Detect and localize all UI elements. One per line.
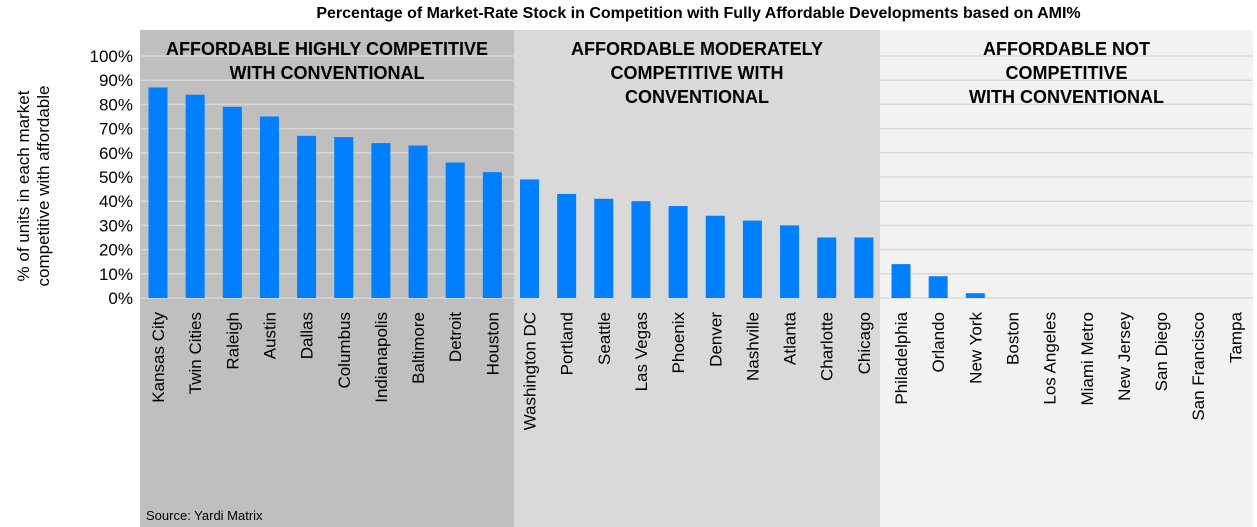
y-tick-label: 20% xyxy=(99,241,133,260)
x-tick-label: Boston xyxy=(1003,312,1022,365)
y-tick-label: 80% xyxy=(99,95,133,114)
x-tick-label: Atlanta xyxy=(781,311,800,364)
y-tick-label: 30% xyxy=(99,216,133,235)
y-tick-label: 40% xyxy=(99,192,133,211)
x-tick-label: Portland xyxy=(558,312,577,375)
x-tick-label: Dallas xyxy=(298,312,317,359)
bar xyxy=(520,179,539,298)
bar xyxy=(891,264,911,298)
x-tick-label: Seattle xyxy=(595,312,614,365)
bar xyxy=(371,143,391,298)
region-label: AFFORDABLE NOT xyxy=(983,39,1150,59)
bar xyxy=(445,162,465,298)
x-tick-label: Philadelphia xyxy=(892,311,911,404)
region-label: CONVENTIONAL xyxy=(625,87,769,107)
region-label: COMPETITIVE WITH xyxy=(611,63,784,83)
x-tick-label: Orlando xyxy=(929,312,948,372)
x-tick-label: New York xyxy=(966,312,985,384)
bar xyxy=(259,116,279,298)
bar xyxy=(185,94,205,298)
bar xyxy=(780,225,800,298)
bar xyxy=(854,237,874,298)
source-note: Source: Yardi Matrix xyxy=(146,508,263,523)
x-tick-label: Chicago xyxy=(855,312,874,374)
x-tick-label: Twin Cities xyxy=(186,312,205,394)
x-tick-label: Nashville xyxy=(743,312,762,381)
y-tick-label: 0% xyxy=(108,289,133,308)
bar xyxy=(557,193,577,298)
bar xyxy=(408,145,428,298)
x-tick-label: Austin xyxy=(260,312,279,359)
x-tick-label: Denver xyxy=(706,312,725,367)
bar xyxy=(222,106,242,298)
x-tick-label: Columbus xyxy=(335,312,354,389)
x-tick-label: Kansas City xyxy=(149,312,168,403)
y-tick-label: 90% xyxy=(99,71,133,90)
bar xyxy=(668,206,688,298)
y-tick-label: 100% xyxy=(90,47,133,66)
bar xyxy=(817,237,837,298)
x-tick-label: Detroit xyxy=(446,312,465,362)
bar xyxy=(334,137,354,298)
bar xyxy=(965,293,985,298)
y-axis-label: % of units in each market competitive wi… xyxy=(14,85,53,287)
y-tick-label: 60% xyxy=(99,144,133,163)
x-tick-label: Charlotte xyxy=(818,312,837,381)
bar xyxy=(594,198,614,298)
bar xyxy=(928,276,948,298)
region-label: AFFORDABLE HIGHLY COMPETITIVE xyxy=(166,39,488,59)
bar xyxy=(742,220,762,298)
x-tick-label: Las Vegas xyxy=(632,312,651,391)
y-tick-label: 50% xyxy=(99,168,133,187)
y-tick-label: 70% xyxy=(99,120,133,139)
x-tick-label: Raleigh xyxy=(223,312,242,370)
x-tick-label: Miami Metro xyxy=(1078,312,1097,406)
x-tick-label: New Jersey xyxy=(1115,312,1134,401)
x-tick-label: Washington DC xyxy=(521,312,540,430)
x-tick-label: Indianapolis xyxy=(372,312,391,403)
chart-title: Percentage of Market-Rate Stock in Compe… xyxy=(316,5,1081,22)
bar xyxy=(148,87,168,299)
bar xyxy=(631,201,651,298)
bar xyxy=(482,172,502,298)
x-tick-label: Phoenix xyxy=(669,312,688,374)
x-tick-label: Los Angeles xyxy=(1041,312,1060,405)
bar xyxy=(297,135,317,298)
x-tick-label: Tampa xyxy=(1226,311,1245,363)
region-label: COMPETITIVE xyxy=(1005,63,1127,83)
x-tick-label: San Francisco xyxy=(1189,312,1208,421)
y-tick-label: 10% xyxy=(99,265,133,284)
x-tick-label: San Diego xyxy=(1152,312,1171,391)
region-label: WITH CONVENTIONAL xyxy=(230,63,425,83)
region-label: AFFORDABLE MODERATELY xyxy=(571,39,823,59)
bar xyxy=(705,215,725,298)
region-label: WITH CONVENTIONAL xyxy=(969,87,1164,107)
x-tick-label: Baltimore xyxy=(409,312,428,384)
x-tick-label: Houston xyxy=(483,312,502,375)
